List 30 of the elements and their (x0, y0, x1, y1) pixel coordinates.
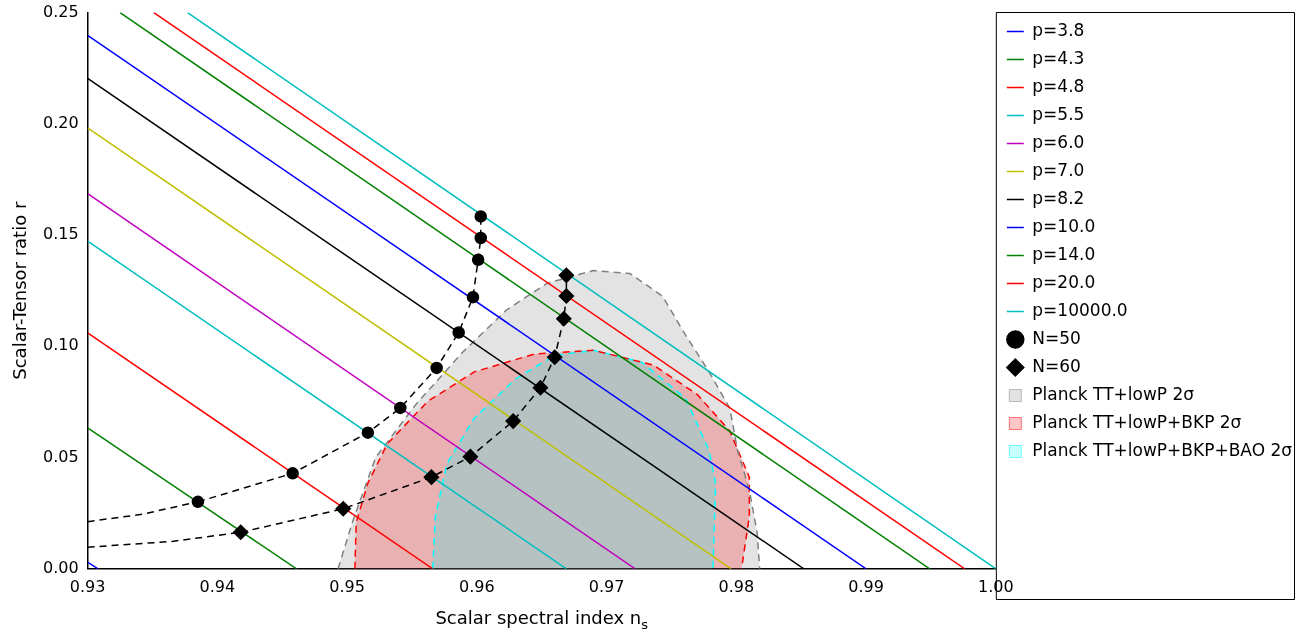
legend-label: p=10.0 (1032, 215, 1096, 236)
x-tick-label: 0.94 (199, 576, 236, 596)
legend-label: Planck TT+lowP 2σ (1032, 383, 1195, 404)
y-tick-label: 0.15 (43, 224, 79, 244)
legend-label: p=20.0 (1032, 271, 1096, 292)
y-tick-label: 0.20 (43, 113, 79, 132)
legend-label: p=14.0 (1032, 243, 1096, 264)
x-tick-label: 0.99 (848, 576, 884, 596)
legend-label: N=50 (1032, 327, 1081, 348)
x-tick-label: 0.95 (329, 576, 365, 596)
legend-label: p=8.2 (1032, 187, 1085, 208)
legend-label: p=10000.0 (1032, 299, 1128, 320)
x-tick-label: 0.93 (69, 576, 106, 596)
legend-label: p=4.8 (1032, 75, 1085, 96)
y-tick-label: 0.00 (43, 557, 79, 577)
x-tick-label: 0.98 (718, 576, 755, 596)
legend-label: p=6.0 (1032, 131, 1085, 152)
legend-label: p=5.5 (1032, 103, 1085, 124)
legend-label: p=4.3 (1032, 47, 1085, 68)
legend-label: Planck TT+lowP+BKP+BAO 2σ (1032, 439, 1293, 460)
x-tick-label: 0.96 (459, 576, 495, 596)
legend-label: N=60 (1032, 355, 1081, 376)
y-tick-label: 0.25 (43, 1, 79, 21)
y-axis-title: Scalar-Tensor ratio r (8, 201, 30, 380)
legend-label: p=7.0 (1032, 159, 1085, 180)
legend-label: p=3.8 (1032, 19, 1085, 40)
y-tick-label: 0.05 (43, 446, 79, 466)
x-tick-label: 0.97 (588, 576, 625, 596)
y-tick-label: 0.10 (43, 335, 79, 355)
legend-label: Planck TT+lowP+BKP 2σ (1032, 411, 1242, 432)
